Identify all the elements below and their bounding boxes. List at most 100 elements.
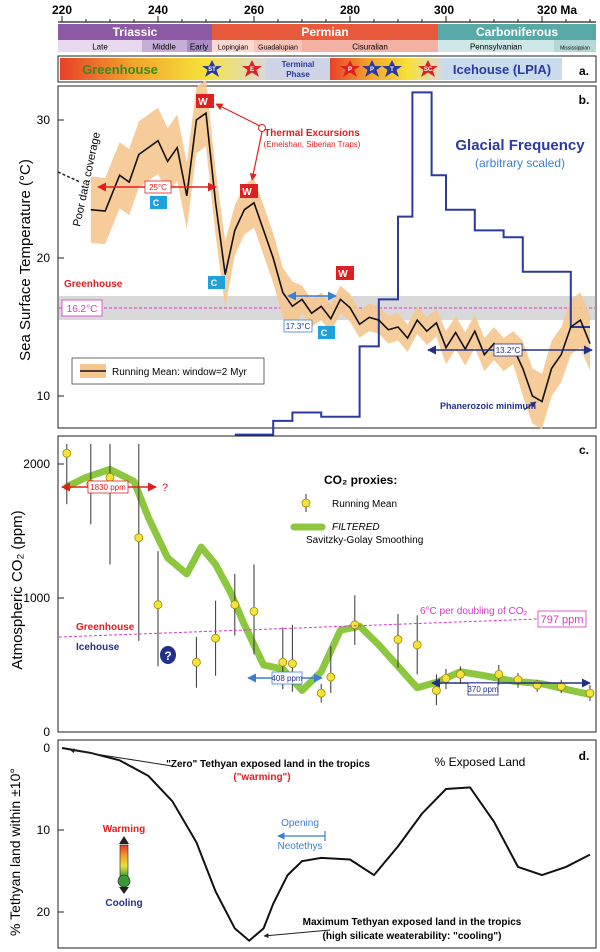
period-bar: Triassic Permian Carboniferous Late Midd… xyxy=(58,24,596,52)
stage-marker-p1: P xyxy=(340,60,360,77)
range-370-label: 370 ppm xyxy=(467,685,498,694)
co2-tick-1000: 1000 xyxy=(23,591,50,605)
c-box-1 xyxy=(150,196,167,209)
zero-label-2: ("warming") xyxy=(233,772,290,783)
sst-axis-label: Sea Surface Temperature (°C) xyxy=(17,159,34,361)
tick-220: 220 xyxy=(52,3,72,17)
icehouse-label: Icehouse (LPIA) xyxy=(453,62,551,77)
period-label-carboniferous: Carboniferous xyxy=(476,25,558,39)
doubling-label: 6°C per doubling of CO₂ xyxy=(420,606,528,617)
stage-marker-sc: SC xyxy=(418,60,438,77)
co2-point xyxy=(350,620,360,630)
terminal-label-2: Phase xyxy=(286,70,310,79)
co2-legend-sg: Savitzky-Golay Smoothing xyxy=(306,535,423,546)
co2-point xyxy=(455,669,465,679)
stage-marker-e: E xyxy=(242,60,262,77)
tick-240: 240 xyxy=(148,3,168,17)
max-label-1: Maximum Tethyan exposed land in the trop… xyxy=(303,917,522,928)
svg-text:W: W xyxy=(198,97,208,108)
svg-text:C: C xyxy=(153,198,160,208)
co2-legend-filtered: FILTERED xyxy=(332,522,380,533)
epoch-label-mississippian: Mississippian xyxy=(560,46,590,52)
co2-point xyxy=(287,659,297,669)
svg-text:?: ? xyxy=(164,649,171,663)
svg-text:C: C xyxy=(211,278,218,288)
panel-b: Sea Surface Temperature (°C) 30 20 10 b.… xyxy=(17,79,597,436)
co2-filtered-line xyxy=(63,465,594,698)
epoch-guadalupian xyxy=(254,40,302,52)
exposed-land-line xyxy=(61,747,591,943)
tick-300: 300 xyxy=(434,3,454,17)
tick-280: 280 xyxy=(340,3,360,17)
sst-tick-10: 10 xyxy=(37,389,51,403)
w-box-1 xyxy=(196,94,214,108)
land-tick-0: 0 xyxy=(43,741,50,755)
co2-axis-label: Atmospheric CO₂ (ppm) xyxy=(9,510,26,669)
epoch-label-cisuralian: Cisuralian xyxy=(352,43,388,52)
epoch-pennsylvanian xyxy=(438,40,554,52)
icehouse-label-c: Icehouse xyxy=(76,642,120,653)
terminal-label-1: Terminal xyxy=(282,60,315,69)
zero-label-1: "Zero" Tethyan exposed land in the tropi… xyxy=(166,759,370,770)
range-1830-question: ? xyxy=(162,482,168,494)
greenhouse-label-c: Greenhouse xyxy=(76,622,135,633)
svg-text:SC: SC xyxy=(424,67,433,73)
stage-marker-st: ST xyxy=(202,60,222,77)
co2-point xyxy=(431,686,441,695)
panel-d: % Tethyan land within ±10° 0 10 20 d. "Z… xyxy=(7,739,597,949)
co2-point xyxy=(105,472,115,482)
c-box-2 xyxy=(208,276,225,289)
panel-c: Atmospheric CO₂ (ppm) 2000 1000 0 c. CO₂… xyxy=(9,435,597,739)
terminal-phase-band xyxy=(266,58,330,80)
epoch-cisuralian xyxy=(302,40,438,52)
svg-text:P: P xyxy=(370,67,374,73)
epoch-lopingian xyxy=(212,40,254,52)
period-carboniferous xyxy=(438,24,596,40)
land-axis-label: % Tethyan land within ±10° xyxy=(7,768,23,936)
epoch-label-guadalupian: Guadalupian xyxy=(258,45,298,52)
tick-260: 260 xyxy=(244,3,264,17)
glacial-subtitle: (arbitrary scaled) xyxy=(475,156,565,170)
panel-label-d: d. xyxy=(579,749,590,763)
period-label-triassic: Triassic xyxy=(113,25,158,39)
co2-point xyxy=(494,669,504,679)
transition-band xyxy=(330,58,442,80)
co2-point xyxy=(153,600,163,610)
co2-point xyxy=(326,672,336,682)
mean-162-label: 16.2°C xyxy=(67,304,98,315)
epoch-label-middle: Middle xyxy=(152,43,176,52)
svg-text:ST: ST xyxy=(208,67,216,73)
epoch-late xyxy=(58,40,142,52)
opening-label-1: Opening xyxy=(281,818,319,829)
co2-point xyxy=(393,635,403,644)
range-173-label: 17.3°C xyxy=(286,322,311,331)
period-label-permian: Permian xyxy=(301,25,348,39)
greenhouse-band xyxy=(60,58,266,80)
greenhouse-label: Greenhouse xyxy=(82,62,158,77)
glacial-frequency-line xyxy=(234,91,590,436)
co2-point xyxy=(211,633,221,643)
excursion-node xyxy=(258,124,266,132)
svg-text:W: W xyxy=(242,187,252,198)
exposed-land-label: % Exposed Land xyxy=(435,755,526,769)
range-132-label: 13.2°C xyxy=(496,346,521,355)
thermal-excursions-title: Thermal Excursions xyxy=(264,128,360,139)
period-triassic xyxy=(58,24,212,40)
epoch-mississippian xyxy=(554,40,596,52)
svg-text:E: E xyxy=(250,67,254,73)
epoch-label-lopingian: Lopingian xyxy=(218,45,248,52)
tick-320: 320 Ma xyxy=(537,3,577,17)
period-permian xyxy=(212,24,438,40)
thermometer xyxy=(119,844,129,878)
question-badge xyxy=(160,646,176,664)
svg-text:T: T xyxy=(390,67,394,73)
range-25-label: 25°C xyxy=(149,183,167,192)
range-1830-label: 1830 ppm xyxy=(90,483,126,492)
sst-uncertainty-band xyxy=(90,79,591,430)
panel-label-a: a. xyxy=(579,64,589,78)
warming-label: Warming xyxy=(103,824,145,835)
svg-text:W: W xyxy=(338,269,348,280)
co2-point xyxy=(134,533,144,543)
co2-point xyxy=(585,688,595,698)
co2-point xyxy=(230,600,240,610)
